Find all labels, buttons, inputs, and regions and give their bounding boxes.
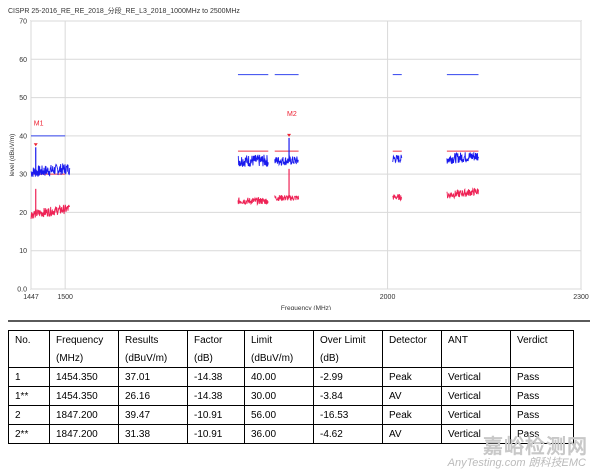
y-tick-label: 40: [19, 133, 27, 140]
watermark-sub: AnyTesting.com 朗科技EMC: [448, 454, 586, 470]
results-table: No. Frequency Results Factor Limit Over Limit…: [8, 330, 574, 444]
table-row-cell: 39.47: [118, 405, 188, 425]
table-row-cell: -14.38: [187, 367, 245, 387]
watermark-sub-text: AnyTesting.com: [447, 457, 526, 469]
y-tick-label: 10: [19, 248, 27, 255]
table-row-cell: 36.00: [244, 424, 314, 444]
marker-triangle: [33, 143, 38, 147]
table-row-cell: Pass: [510, 424, 574, 444]
y-tick-label: 20: [19, 210, 27, 217]
table-header-units-row-cell: (dB): [313, 349, 383, 368]
table-row-cell: AV: [382, 424, 442, 444]
table-row-cell: Pass: [510, 367, 574, 387]
table-row-cell: -10.91: [187, 424, 245, 444]
table-header-units-row-cell: (dB): [187, 349, 245, 368]
table-row-cell: 1847.200: [49, 405, 119, 425]
y-tick-label: 50: [19, 95, 27, 102]
table-row-cell: -16.53: [313, 405, 383, 425]
emission-chart: CISPR 25-2016_RE_RE_2018_分段_RE_L3_2018_1…: [8, 8, 589, 311]
table-header-units-row-cell: [382, 349, 442, 368]
plot-area: [30, 20, 582, 290]
table-row-cell: AV: [382, 386, 442, 406]
series-trace: [30, 163, 71, 177]
table-row-cell: Vertical: [441, 386, 511, 406]
table-row-cell: Vertical: [441, 367, 511, 387]
table-row-cell: -14.38: [187, 386, 245, 406]
table-header-row-cell: Over Limit: [313, 330, 383, 349]
table-row-cell: Pass: [510, 386, 574, 406]
table-header-row-cell: Detector: [382, 330, 442, 349]
table-row-cell: Peak: [382, 367, 442, 387]
table-row-cell: 1454.350: [49, 367, 119, 387]
marker-triangle: [287, 133, 292, 137]
watermark-sub-text-2: 朗科技EMC: [528, 457, 586, 469]
table-header-units-row-cell: [510, 349, 574, 368]
chart-title: CISPR 25-2016_RE_RE_2018_分段_RE_L3_2018_1…: [8, 8, 240, 15]
x-tick-label: 2000: [380, 294, 396, 301]
x-tick-label: 1447: [23, 294, 39, 301]
series-trace: [237, 154, 269, 167]
table-row-cell: 1**: [8, 386, 50, 406]
table-row-cell: 40.00: [244, 367, 314, 387]
table-row-cell: -2.99: [313, 367, 383, 387]
divider: [8, 320, 590, 322]
table-header-row-cell: Factor: [187, 330, 245, 349]
series-trace: [392, 154, 403, 164]
table-row-cell: -10.91: [187, 405, 245, 425]
table-header-units-row-cell: (dBuV/m): [244, 349, 314, 368]
series-trace: [30, 204, 71, 219]
table-row-cell: 26.16: [118, 386, 188, 406]
table-row-cell: 2: [8, 405, 50, 425]
marker-label: M2: [287, 111, 297, 118]
table-header-units-row-cell: [441, 349, 511, 368]
x-axis-label: Frequency (MHz): [281, 305, 331, 310]
y-tick-label: 0.0: [17, 287, 27, 294]
table-row-cell: 30.00: [244, 386, 314, 406]
table-row: 2** 1847.200 31.38 -10.91 36.00 -4.62 AV Vertic…: [8, 424, 574, 444]
table-row: 2 1847.200 39.47 -10.91 56.00 -16.53 Peak Verti…: [8, 405, 574, 425]
table-header-row-cell: No.: [8, 330, 50, 349]
series-trace: [274, 155, 299, 167]
table-row-cell: 1: [8, 367, 50, 387]
table-row-cell: -3.84: [313, 386, 383, 406]
marker-label: M1: [34, 120, 44, 127]
table-row-cell: 31.38: [118, 424, 188, 444]
table-header-row-cell: Limit: [244, 330, 314, 349]
table-header-row: No. Frequency Results Factor Limit Over Limit…: [8, 330, 574, 349]
y-tick-label: 70: [19, 19, 27, 26]
table-header-row-cell: Frequency: [49, 330, 119, 349]
table-row: 1** 1454.350 26.16 -14.38 30.00 -3.84 AV Vertic…: [8, 386, 574, 406]
table-row-cell: Peak: [382, 405, 442, 425]
table-row-cell: Pass: [510, 405, 574, 425]
table-row-cell: 1847.200: [49, 424, 119, 444]
table-row-cell: -4.62: [313, 424, 383, 444]
table-header-units-row-cell: [8, 349, 50, 368]
table-header-units-row: (MHz) (dBuV/m) (dB) (dBuV/m) (dB): [8, 349, 574, 368]
table-header-units-row-cell: (dBuV/m): [118, 349, 188, 368]
table-row-cell: Vertical: [441, 424, 511, 444]
table-row-cell: 56.00: [244, 405, 314, 425]
y-tick-label: 30: [19, 172, 27, 179]
table-header-row-cell: Verdict: [510, 330, 574, 349]
watermark: 嘉峪检测网: [483, 436, 588, 458]
x-tick-label: 1500: [57, 294, 73, 301]
x-tick-label: 2300: [573, 294, 589, 301]
table-header-units-row-cell: (MHz): [49, 349, 119, 368]
series-trace: [237, 196, 269, 207]
table-row: 1 1454.350 37.01 -14.38 40.00 -2.99 Peak Vertic…: [8, 367, 574, 387]
table-row-cell: 1454.350: [49, 386, 119, 406]
series-trace: [274, 194, 300, 202]
series-trace: [392, 194, 403, 202]
table-header-row-cell: ANT: [441, 330, 511, 349]
table-header-row-cell: Results: [118, 330, 188, 349]
table-row-cell: 37.01: [118, 367, 188, 387]
table-row-cell: 2**: [8, 424, 50, 444]
table-row-cell: Vertical: [441, 405, 511, 425]
y-axis-label: level (dBuV/m): [9, 134, 16, 177]
series-trace: [446, 187, 479, 200]
series-trace: [446, 152, 479, 164]
y-tick-label: 60: [19, 57, 27, 64]
chart-plot: 0.0 10 20 30 40 50 60 70 1447 1500 2000 2300 Frequen…: [9, 19, 589, 311]
